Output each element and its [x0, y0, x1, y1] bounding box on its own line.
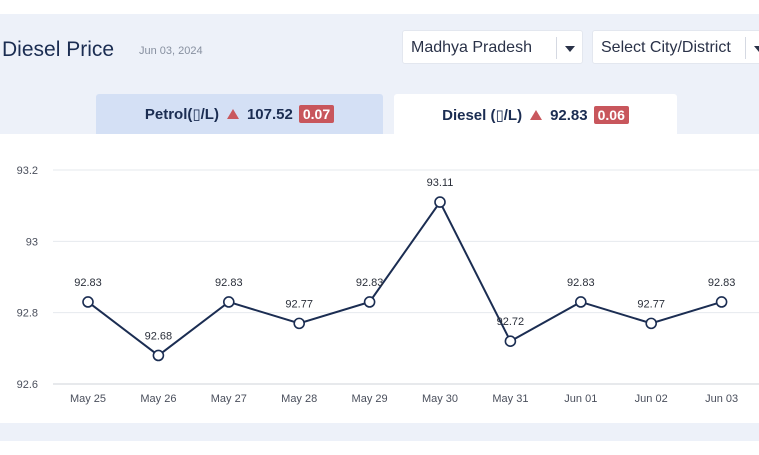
x-tick-label: Jun 03 — [705, 393, 738, 405]
y-tick-label: 93 — [26, 236, 38, 248]
x-tick-label: May 27 — [211, 393, 247, 405]
price-up-icon — [226, 109, 239, 119]
data-point — [715, 296, 728, 308]
data-point — [152, 349, 165, 362]
tab-diesel-price: 92.83 — [550, 106, 588, 124]
price-up-icon — [530, 110, 543, 120]
page-title: Diesel Price — [2, 38, 115, 61]
x-tick-label: May 28 — [281, 393, 317, 405]
data-point — [434, 196, 446, 208]
data-label: 92.77 — [285, 298, 313, 310]
data-point — [574, 296, 587, 308]
data-point — [82, 296, 94, 308]
tab-petrol-price: 107.52 — [246, 105, 293, 123]
x-tick-label: Jun 02 — [635, 393, 668, 405]
y-tick-label: 92.8 — [17, 308, 38, 320]
x-tick-label: May 25 — [70, 393, 106, 405]
city-select[interactable]: Select City/District — [592, 30, 759, 64]
tab-diesel-label: Diesel (▯/L) — [442, 107, 523, 124]
data-point — [504, 335, 517, 347]
data-label: 92.77 — [637, 298, 665, 310]
x-tick-label: May 30 — [422, 393, 458, 405]
data-label: 92.83 — [74, 277, 102, 289]
price-line-chart: 92.6 92.8 93 93.2 May 25 May 26 May 27 May 28 Ma… — [17, 165, 759, 405]
x-tick-label: May 31 — [492, 393, 528, 405]
tab-diesel-change: 0.06 — [593, 106, 629, 124]
y-tick-label: 92.6 — [17, 379, 38, 391]
y-tick-label: 93.2 — [17, 165, 38, 177]
data-label: 92.83 — [708, 277, 736, 289]
data-label: 92.83 — [567, 277, 595, 289]
chart-card: 92.6 92.8 93 93.2 May 25 May 26 May 27 May 28 Ma… — [0, 134, 759, 423]
series-line — [87, 200, 722, 357]
data-label: 92.68 — [145, 330, 173, 342]
data-point — [293, 317, 306, 330]
page-date: Jun 03, 2024 — [139, 45, 203, 57]
state-select-value: Madhya Pradesh — [411, 39, 532, 56]
state-select[interactable]: Madhya Pradesh — [402, 30, 583, 64]
x-tick-label: May 26 — [140, 393, 176, 405]
tab-petrol-label: Petrol(▯/L) — [144, 106, 219, 123]
data-point — [645, 317, 658, 330]
data-label: 93.11 — [427, 177, 454, 189]
data-point — [363, 296, 376, 308]
tab-petrol[interactable]: Petrol(▯/L) 107.52 0.07 — [96, 94, 383, 134]
data-label: 92.72 — [497, 316, 525, 328]
city-select-value: Select City/District — [601, 39, 731, 56]
data-label: 92.83 — [215, 277, 243, 289]
tab-petrol-change: 0.07 — [298, 105, 335, 123]
tab-diesel[interactable]: Diesel (▯/L) 92.83 0.06 — [394, 94, 677, 136]
chevron-down-icon[interactable] — [556, 37, 582, 59]
x-tick-label: Jun 01 — [564, 393, 597, 405]
data-label: 92.83 — [356, 277, 384, 289]
data-point — [223, 296, 235, 308]
x-tick-label: May 29 — [352, 393, 388, 405]
chevron-down-icon[interactable] — [745, 37, 759, 59]
